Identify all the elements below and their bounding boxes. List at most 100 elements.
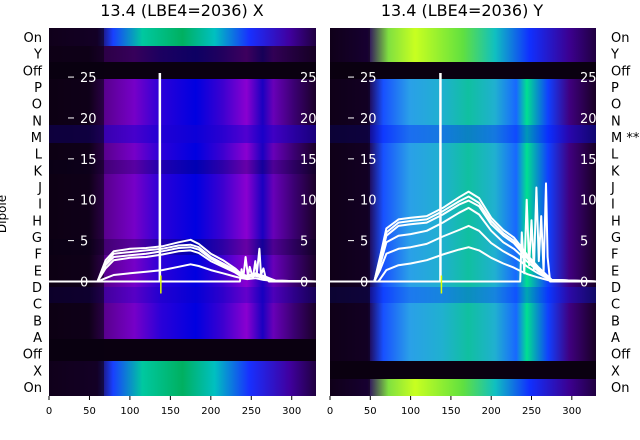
row-label: On xyxy=(611,381,629,396)
row-label: F xyxy=(35,248,42,263)
x-tick-label: 150 xyxy=(161,406,180,417)
row-label: P xyxy=(611,81,619,96)
row-label: On xyxy=(24,31,42,46)
heatmap-row-off-bottom xyxy=(330,361,596,379)
y-tick-label: 0 xyxy=(360,276,368,291)
row-label: G xyxy=(32,231,42,246)
y-ticks: 0 0 5 5 10 10 15 15 20 20 25 25 xyxy=(348,71,597,291)
row-label: H xyxy=(611,214,621,229)
heatmap-row-on-top xyxy=(330,28,596,62)
x-tick-label: 50 xyxy=(83,406,96,417)
row-label: A xyxy=(611,331,620,346)
row-label: N xyxy=(32,114,42,129)
row-label: B xyxy=(611,314,620,329)
y-tick-label: 15 xyxy=(580,153,597,168)
profile-line-1 xyxy=(330,195,597,283)
heatmap-dark-edge xyxy=(330,28,370,396)
heatmap-row-band xyxy=(49,287,316,303)
heatmap-row-y xyxy=(49,46,316,62)
y-tick-label: 0 xyxy=(80,276,88,291)
row-label: Off xyxy=(23,348,43,363)
y-tick-label: 10 xyxy=(80,194,97,209)
row-label: F xyxy=(611,248,618,263)
profile-line-4 xyxy=(330,224,597,283)
row-label: I xyxy=(611,198,615,213)
y-tick-label: 15 xyxy=(300,153,317,168)
row-label: M xyxy=(31,131,42,146)
heatmap-row-band xyxy=(330,287,596,303)
row-label: D xyxy=(32,281,42,296)
chart-title: 13.4 (LBE4=2036) X xyxy=(100,1,264,20)
x-tick-label: 250 xyxy=(242,406,261,417)
x-ticks: 0 50 100 150 200 250 300 xyxy=(46,396,301,417)
profile-line-6 xyxy=(330,182,596,283)
heatmap-row-m xyxy=(330,125,596,143)
x-ticks: 0 50 100 150 200 250 300 xyxy=(327,396,581,417)
row-label: Off xyxy=(23,64,43,79)
profile-line-1 xyxy=(49,238,317,283)
profile-line-3 xyxy=(330,206,597,283)
y-tick-label: 20 xyxy=(360,112,377,127)
x-tick-label: 100 xyxy=(401,406,420,417)
x-tick-label: 200 xyxy=(482,406,501,417)
row-label: J xyxy=(610,181,615,196)
row-label: L xyxy=(35,148,43,163)
y-tick-label: 5 xyxy=(300,235,308,250)
profile-line-5 xyxy=(330,246,597,283)
y-tick-label: 5 xyxy=(80,235,88,250)
row-label: D xyxy=(611,281,621,296)
panel-x: 13.4 (LBE4=2036) X Dipole 0 0 5 5 10 10 15 15 20… xyxy=(0,1,317,417)
y-tick-label: 10 xyxy=(300,194,317,209)
heatmap-rows-dipoles xyxy=(330,79,596,361)
x-tick-label: 0 xyxy=(327,406,333,417)
y-tick-label: 10 xyxy=(580,194,597,209)
x-tick-label: 250 xyxy=(522,406,541,417)
x-tick-label: 50 xyxy=(364,406,377,417)
heatmap-row-on-bottom xyxy=(330,379,596,396)
profile-line-0 xyxy=(330,190,597,283)
profile-lines xyxy=(330,72,597,294)
y-axis-label: Dipole xyxy=(0,195,9,233)
row-label: Y xyxy=(610,48,619,63)
heatmap xyxy=(49,28,316,396)
row-label: Off xyxy=(611,64,631,79)
x-tick-label: 0 xyxy=(46,406,52,417)
y-tick-label: 25 xyxy=(300,71,317,86)
profile-line-5 xyxy=(49,247,316,283)
row-label: P xyxy=(34,81,42,96)
row-label: L xyxy=(611,148,619,163)
row-label: C xyxy=(611,298,620,313)
x-tick-label: 200 xyxy=(201,406,220,417)
row-label: A xyxy=(33,331,42,346)
y-tick-label: 10 xyxy=(360,194,377,209)
y-tick-label: 0 xyxy=(300,276,308,291)
row-label: M ** xyxy=(611,131,640,146)
row-label: H xyxy=(32,214,42,229)
row-label: J xyxy=(37,181,42,196)
row-label: E xyxy=(611,264,619,279)
profile-line-3 xyxy=(49,249,317,283)
row-label: X xyxy=(611,364,620,379)
row-label: K xyxy=(611,164,620,179)
profile-line-2 xyxy=(330,199,597,283)
y-tick-label: 20 xyxy=(80,112,97,127)
y-tick-label: 15 xyxy=(360,153,377,168)
row-label: B xyxy=(33,314,42,329)
heatmap-row-off-top xyxy=(49,62,316,79)
row-label: X xyxy=(33,364,42,379)
row-label: On xyxy=(611,31,629,46)
profile-lines xyxy=(49,72,317,294)
y-tick-label: 25 xyxy=(80,71,97,86)
heatmap xyxy=(330,28,596,396)
chart-title: 13.4 (LBE4=2036) Y xyxy=(381,1,544,20)
row-label: G xyxy=(611,231,621,246)
x-tick-label: 300 xyxy=(282,406,301,417)
heatmap-row-off-bottom xyxy=(49,339,316,361)
row-label: Off xyxy=(611,348,631,363)
row-label: N xyxy=(611,114,621,129)
row-label: O xyxy=(32,98,42,113)
